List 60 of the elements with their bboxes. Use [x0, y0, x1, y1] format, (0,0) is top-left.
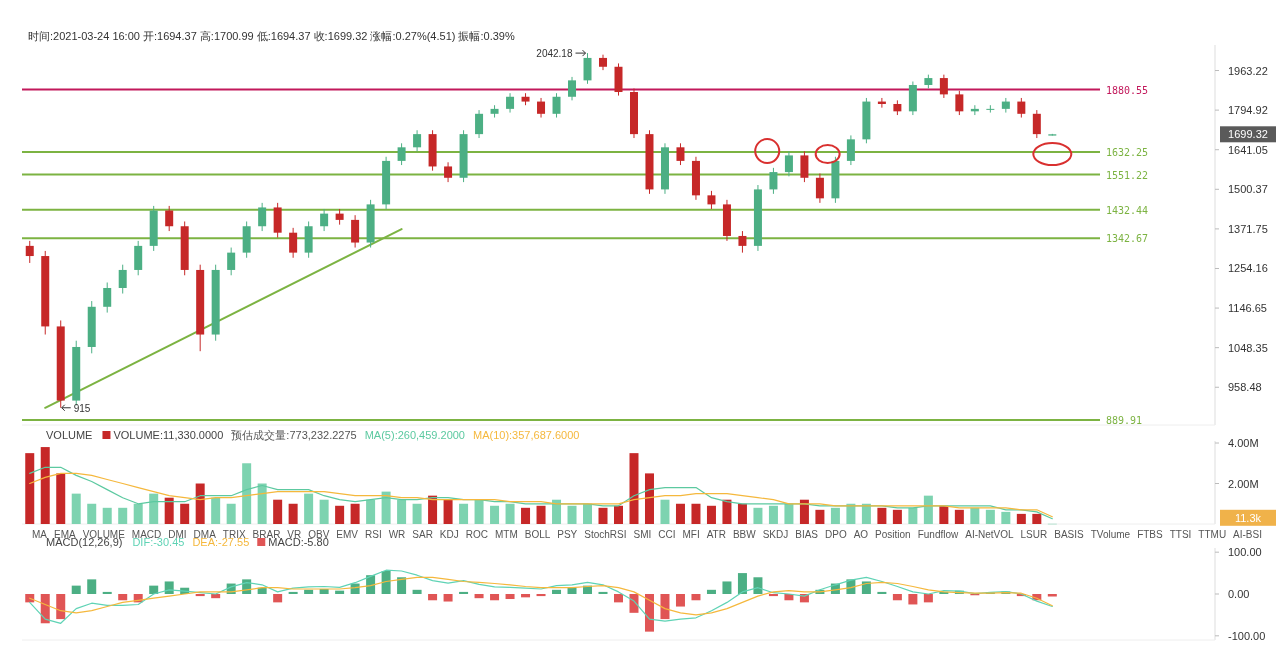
- ref-line-label: 889.91: [1106, 415, 1143, 427]
- y-tick-label: 100.00: [1228, 546, 1262, 559]
- text: DPO: [825, 529, 847, 540]
- annotation: 2042.18: [536, 48, 573, 60]
- chart-title: VOLUME: [46, 429, 93, 441]
- text: SKDJ: [762, 529, 789, 540]
- text: RSI: [365, 529, 382, 540]
- y-tick-label: 1500.37: [1228, 183, 1268, 196]
- chart-title: 时间:2021-03-24 16:00 开:1694.37 高:1700.99 低:1694.37 收:1699.32 涨幅:0.27%(4.51) 振幅:0.39%: [28, 30, 515, 42]
- legend-label: VOLUME:11,330.0000: [113, 429, 224, 441]
- text: TVolume: [1090, 529, 1131, 540]
- y-tick-label: 1048.35: [1228, 341, 1268, 354]
- text: TTMU: [1198, 529, 1227, 540]
- text: BOLL: [524, 529, 551, 540]
- annotation: 915: [73, 402, 91, 414]
- text: EMV: [336, 529, 359, 540]
- text: ROC: [465, 529, 488, 540]
- text: AO: [853, 529, 869, 540]
- y-tick-label: 0.00: [1228, 588, 1250, 600]
- text: 11.3k: [1234, 511, 1262, 524]
- text: MFI: [682, 529, 700, 540]
- text: ATR: [706, 529, 726, 540]
- text: PSY: [557, 529, 578, 540]
- ref-line-label: 1551.22: [1106, 169, 1149, 181]
- y-tick-label: 1963.22: [1228, 64, 1268, 77]
- text: Fundflow: [917, 529, 960, 540]
- text: FTBS: [1137, 529, 1164, 540]
- y-tick-label: 2.00M: [1228, 477, 1259, 490]
- text: AI-BSI: [1233, 529, 1262, 540]
- text: KDJ: [439, 529, 459, 540]
- y-tick-label: 1146.65: [1228, 302, 1267, 315]
- y-tick-label: 958.48: [1228, 381, 1262, 394]
- text: LSUR: [1020, 529, 1048, 540]
- text: SAR: [412, 529, 433, 540]
- y-tick-label: 1641.05: [1228, 143, 1268, 156]
- y-tick-label: -100.00: [1228, 629, 1266, 642]
- text: MA: [32, 529, 48, 540]
- annotation: 预估成交量:773,232.2275: [231, 429, 357, 441]
- text: CCI: [658, 529, 676, 540]
- y-tick-label: 1254.16: [1228, 262, 1268, 275]
- y-tick-label: 1371.75: [1228, 222, 1268, 235]
- text: BASIS: [1054, 529, 1085, 540]
- text: BBW: [732, 529, 757, 540]
- text: StochRSI: [584, 529, 627, 540]
- text: MA(10):357,687.6000: [473, 429, 580, 441]
- ref-line-label: 1432.44: [1106, 204, 1149, 216]
- text: BIAS: [795, 529, 819, 540]
- ref-line-label: 1880.55: [1106, 84, 1149, 96]
- text: SMI: [633, 529, 652, 540]
- text: Position: [875, 529, 911, 540]
- y-tick-label: 1794.92: [1228, 104, 1268, 117]
- text: AI-NetVOL: [965, 529, 1015, 540]
- text: 1699.32: [1228, 128, 1268, 141]
- text: TTSI: [1169, 529, 1192, 540]
- text: WR: [388, 529, 406, 540]
- y-tick-label: 4.00M: [1228, 437, 1259, 450]
- text: MTM: [494, 529, 518, 540]
- text: MA(5):260,459.2000: [364, 429, 465, 441]
- ref-line-label: 1632.25: [1106, 147, 1149, 159]
- ref-line-label: 1342.67: [1106, 233, 1149, 245]
